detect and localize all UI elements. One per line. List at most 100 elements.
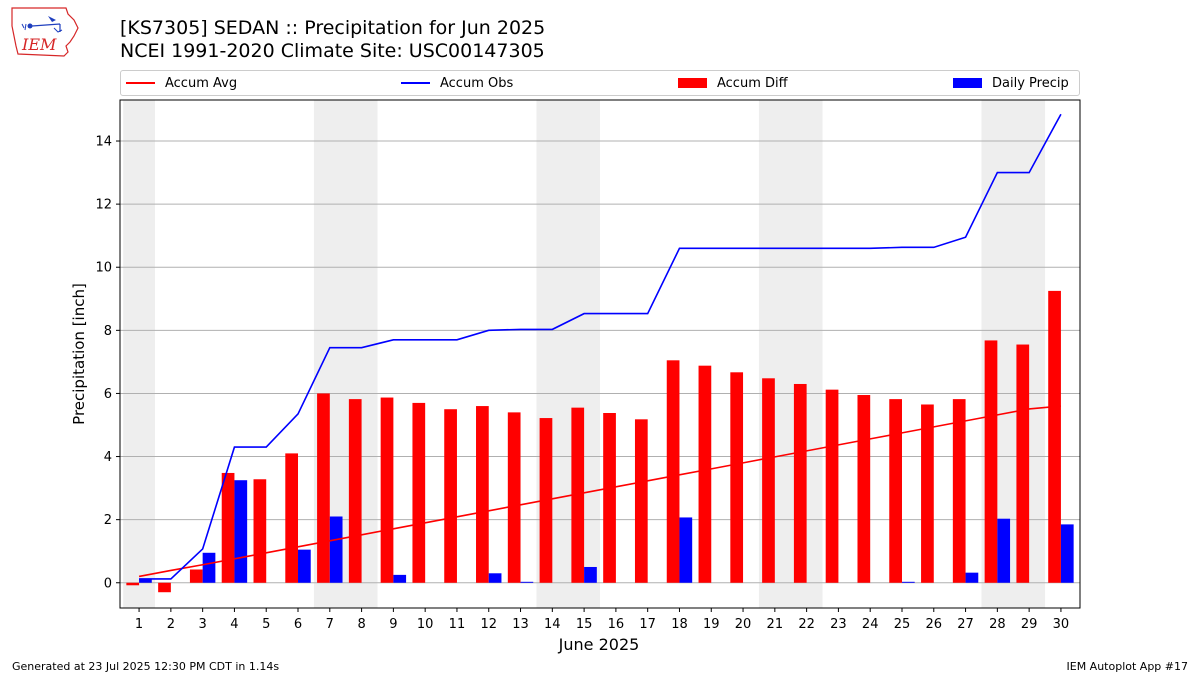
bar-daily-precip [234, 480, 248, 583]
x-tick-label: 15 [576, 617, 593, 632]
x-tick-label: 9 [389, 617, 397, 632]
bar-accum-diff [984, 340, 998, 583]
bar-accum-diff [793, 383, 807, 583]
y-tick-label: 2 [104, 513, 112, 528]
bar-daily-precip [488, 573, 502, 583]
x-tick-label: 5 [262, 617, 270, 632]
bar-accum-diff [857, 395, 871, 583]
legend-label-accum-avg: Accum Avg [165, 75, 238, 91]
bar-accum-diff [730, 372, 744, 583]
x-tick-label: 10 [417, 617, 434, 632]
bar-accum-diff [889, 399, 902, 583]
legend-item-accum-obs: Accum Obs [401, 71, 513, 95]
x-tick-label: 21 [767, 617, 784, 632]
legend-swatch-accum-obs [401, 82, 430, 84]
x-tick-label: 22 [798, 617, 815, 632]
bar-accum-diff [952, 399, 966, 583]
x-tick-label: 16 [608, 617, 625, 632]
x-tick-label: 2 [167, 617, 175, 632]
legend-item-accum-avg: Accum Avg [126, 71, 237, 95]
bar-accum-diff [762, 378, 775, 583]
bar-accum-diff [444, 409, 457, 583]
x-tick-label: 20 [735, 617, 752, 632]
x-tick-label: 30 [1053, 617, 1070, 632]
x-tick-label: 13 [512, 617, 529, 632]
bar-accum-diff [1016, 344, 1030, 583]
x-tick-label: 4 [230, 617, 238, 632]
footer-generated-text: Generated at 23 Jul 2025 12:30 PM CDT in… [12, 660, 280, 673]
y-gridlines [120, 140, 1080, 584]
bar-daily-precip [584, 566, 597, 583]
chart-subtitle: NCEI 1991-2020 Climate Site: USC00147305 [120, 40, 545, 62]
x-tick-label: 19 [703, 617, 720, 632]
x-tick-label: 24 [862, 617, 879, 632]
bar-accum-diff [666, 360, 680, 583]
iem-logo: IEM [8, 6, 80, 62]
x-tick-label: 7 [326, 617, 334, 632]
x-tick-label: 11 [449, 617, 466, 632]
bar-accum-diff [126, 582, 140, 586]
legend: Accum Avg Accum Obs Accum Diff Daily Pre… [120, 70, 1080, 96]
legend-swatch-accum-diff [678, 78, 707, 88]
bar-accum-diff [603, 413, 616, 583]
bar-accum-diff [1048, 290, 1061, 583]
x-tick-label: 8 [357, 617, 365, 632]
plot-area-frame [119, 99, 1081, 609]
bar-accum-diff [317, 393, 330, 583]
legend-item-accum-diff: Accum Diff [678, 71, 788, 95]
x-tick-label: 23 [830, 617, 847, 632]
bar-accum-diff [285, 453, 299, 583]
legend-swatch-daily-precip [953, 78, 982, 88]
x-tick-label: 14 [544, 617, 561, 632]
y-tick-label: 12 [95, 198, 112, 213]
legend-label-accum-obs: Accum Obs [440, 75, 514, 91]
bar-daily-precip [298, 549, 311, 583]
bar-accum-diff [253, 479, 267, 583]
bar-daily-precip [202, 552, 216, 583]
bar-daily-precip [965, 572, 979, 583]
y-tick-label: 8 [104, 324, 112, 339]
x-tick-label: 18 [671, 617, 688, 632]
bar-accum-diff [698, 365, 712, 583]
bar-accum-diff [634, 419, 648, 583]
bar-accum-diff [158, 582, 171, 593]
y-tick-label: 10 [95, 261, 112, 276]
y-axis-label: Precipitation [inch] [70, 283, 88, 425]
bar-accum-diff [189, 569, 203, 583]
x-tick-label: 17 [639, 617, 656, 632]
y-tick-label: 4 [104, 450, 112, 465]
line-accum-obs [139, 113, 1062, 580]
x-tick-label: 12 [480, 617, 497, 632]
legend-item-daily-precip: Daily Precip [953, 71, 1069, 95]
iem-iowa-logo-icon: IEM [11, 7, 79, 57]
x-tick-label: 28 [989, 617, 1006, 632]
x-tick-label: 3 [199, 617, 207, 632]
bar-accum-diff [380, 397, 394, 583]
y-tick-label: 0 [104, 576, 112, 591]
bar-accum-diff [476, 406, 489, 583]
x-tick-label: 27 [957, 617, 974, 632]
line-accum-avg [138, 405, 1061, 578]
bar-accum-diff [825, 389, 839, 583]
y-axis-ticks: 0 2 4 6 8 10 12 14 [95, 135, 120, 591]
bar-daily-precip [997, 518, 1011, 583]
bar-accum-diff [507, 412, 521, 583]
bar-daily-precip [520, 581, 534, 583]
bar-accum-diff [221, 472, 235, 583]
bar-accum-diff [348, 399, 362, 583]
lines [138, 113, 1062, 580]
bar-daily-precip [329, 516, 343, 583]
y-tick-label: 14 [95, 135, 112, 150]
chart-title: [KS7305] SEDAN :: Precipitation for Jun … [120, 17, 546, 39]
x-axis-ticks: 1 2 3 4 5 6 7 8 9 10 11 12 13 14 15 16 17 18 19 20 21 22 23 24 2… [135, 608, 1069, 632]
x-tick-label: 25 [894, 617, 911, 632]
bar-daily-precip [393, 574, 407, 583]
legend-label-accum-diff: Accum Diff [717, 75, 788, 91]
bar-accum-diff [571, 407, 585, 583]
logo-text: IEM [21, 35, 57, 54]
footer-app-text: IEM Autoplot App #17 [1066, 660, 1189, 673]
bar-daily-precip [139, 578, 152, 583]
x-tick-label: 26 [926, 617, 943, 632]
legend-swatch-accum-avg [126, 82, 155, 84]
